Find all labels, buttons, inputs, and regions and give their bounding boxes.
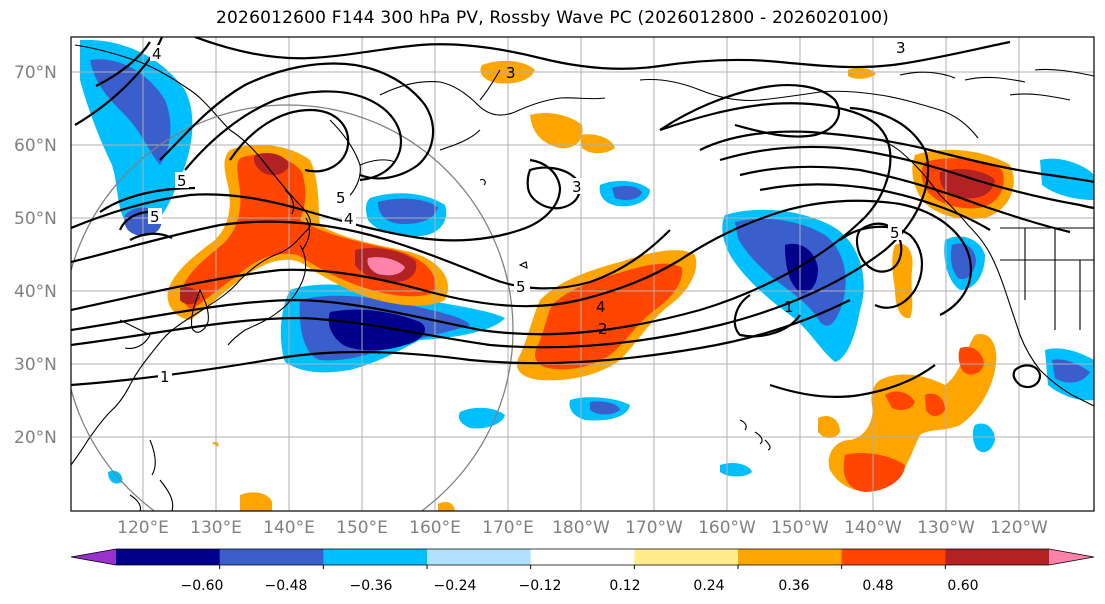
- colorbar-segment: [219, 549, 324, 565]
- colorbar-tick-label: 0.48: [862, 578, 893, 594]
- map-title: 2026012600 F144 300 hPa PV, Rossby Wave …: [216, 8, 889, 28]
- colorbar-tick-label: 0.36: [778, 578, 809, 594]
- colorbar-segment: [530, 549, 635, 565]
- lon-label: 160°W: [698, 518, 756, 538]
- lon-label: 170°W: [625, 518, 683, 538]
- lat-label: 30°N: [14, 355, 57, 375]
- colorbar-tick-label: −0.60: [181, 578, 224, 594]
- contour-label: 5: [890, 224, 900, 242]
- contour-label: 5: [177, 172, 187, 190]
- lat-label: 60°N: [14, 136, 57, 156]
- lon-label: 120°W: [990, 518, 1048, 538]
- colorbar: [70, 548, 1095, 569]
- contour-label: 4: [152, 45, 162, 63]
- colorbar-segment: [427, 549, 532, 565]
- lat-label: 20°N: [14, 428, 57, 448]
- lon-label: 130°E: [190, 518, 242, 538]
- lat-label: 70°N: [14, 63, 57, 83]
- colorbar-tick-label: 0.12: [609, 578, 640, 594]
- lat-label: 50°N: [14, 209, 57, 229]
- latitude-labels: 70°N 60°N 50°N 40°N 30°N 20°N: [14, 63, 57, 448]
- lon-label: 170°E: [482, 518, 534, 538]
- contour-label: 3: [896, 39, 906, 57]
- colorbar-segment: [945, 549, 1050, 565]
- colorbar-segment: [738, 549, 843, 565]
- contour-label: 1: [160, 368, 170, 386]
- contour-labels: 3 4 5 5 4 5 3 5 4 2 1 1 5 3: [148, 38, 912, 386]
- contour-label: 3: [572, 178, 582, 196]
- colorbar-segment: [634, 549, 739, 565]
- lon-label: 150°W: [771, 518, 829, 538]
- colorbar-segment: [116, 549, 221, 565]
- contour-label: 5: [336, 189, 346, 207]
- lon-label: 150°E: [336, 518, 388, 538]
- colorbar-tick-label: 0.60: [947, 578, 978, 594]
- contour-label: 4: [596, 298, 606, 316]
- pv-anomaly-shading: [80, 39, 1094, 511]
- colorbar-tick-labels: −0.60 −0.48 −0.36 −0.24 −0.12 0.12 0.24 …: [181, 578, 979, 594]
- contour-label: 2: [598, 320, 608, 338]
- colorbar-outline: [70, 548, 1095, 566]
- contour-label: 4: [344, 210, 354, 228]
- colorbar-extend-max: [1049, 549, 1094, 565]
- lon-label: 180°W: [552, 518, 610, 538]
- lon-label: 140°W: [844, 518, 902, 538]
- colorbar-tick-label: −0.48: [265, 578, 308, 594]
- contour-label: 5: [150, 208, 160, 226]
- colorbar-segment: [841, 549, 946, 565]
- influence-circle: [71, 104, 514, 511]
- colorbar-tick-label: −0.24: [434, 578, 477, 594]
- contour-label: 5: [516, 278, 526, 296]
- colorbar-segment: [323, 549, 428, 565]
- colorbar-tick-label: 0.24: [693, 578, 724, 594]
- colorbar-tick-label: −0.12: [519, 578, 562, 594]
- longitude-labels: 120°E 130°E 140°E 150°E 160°E 170°E 180°…: [117, 518, 1048, 538]
- lon-label: 160°E: [409, 518, 461, 538]
- lon-label: 130°W: [917, 518, 975, 538]
- map-gridlines: [71, 37, 1094, 511]
- lon-label: 120°E: [117, 518, 169, 538]
- colorbar-extend-min: [71, 549, 116, 565]
- lon-label: 140°E: [263, 518, 315, 538]
- contour-label: 1: [784, 298, 794, 316]
- contour-label: 3: [506, 64, 516, 82]
- lat-label: 40°N: [14, 282, 57, 302]
- pv-contours: [71, 37, 1094, 399]
- map-frame: [70, 36, 1095, 512]
- colorbar-tick-label: −0.36: [350, 578, 393, 594]
